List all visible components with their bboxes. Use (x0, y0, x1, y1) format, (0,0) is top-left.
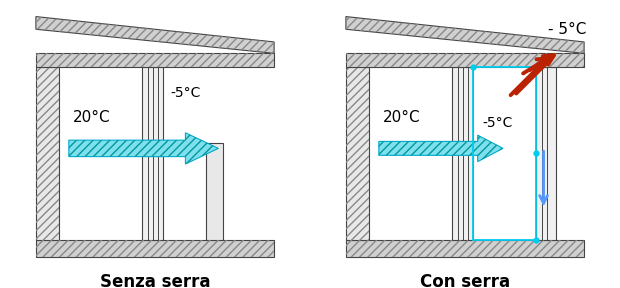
Bar (36, 240, 274, 257)
Bar (36, 67, 59, 240)
Bar (346, 67, 369, 240)
Text: -5°C: -5°C (170, 86, 201, 100)
Bar (346, 240, 584, 257)
FancyArrow shape (379, 135, 503, 162)
Bar (36, 53, 274, 67)
Bar (536, 67, 556, 240)
Bar (36, 67, 59, 240)
Bar (143, 67, 162, 240)
FancyArrow shape (69, 133, 218, 164)
Text: 20°C: 20°C (73, 111, 110, 126)
Bar (36, 53, 274, 67)
Bar (346, 240, 584, 257)
Bar (472, 67, 536, 240)
Text: Con serra: Con serra (420, 272, 510, 288)
Bar (346, 67, 369, 240)
Bar (453, 67, 472, 240)
Text: 20°C: 20°C (383, 111, 420, 126)
Text: -5°C: -5°C (483, 116, 513, 130)
Text: Senza serra: Senza serra (100, 272, 210, 288)
Polygon shape (346, 17, 584, 53)
Bar (346, 53, 584, 67)
Bar (36, 240, 274, 257)
Polygon shape (36, 17, 274, 53)
Bar (206, 143, 223, 240)
Bar (346, 53, 584, 67)
Text: - 5°C: - 5°C (548, 22, 587, 37)
